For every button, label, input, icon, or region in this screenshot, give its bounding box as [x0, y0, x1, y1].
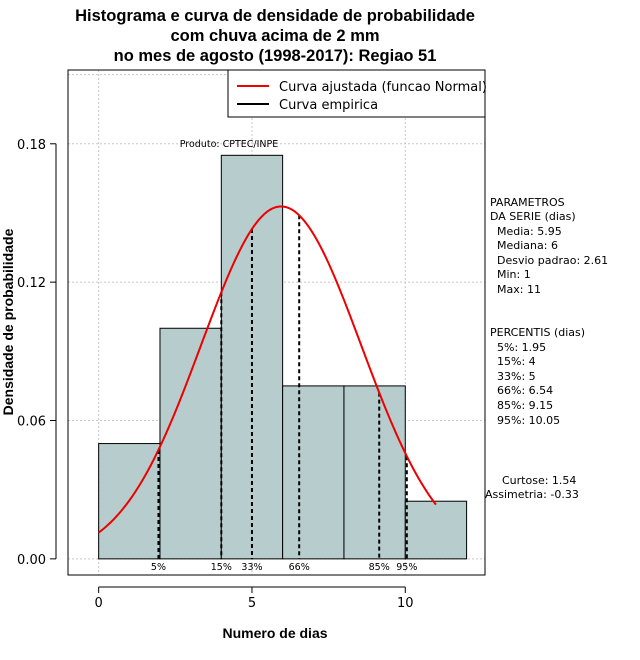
- percentile-label-3: 66%: [289, 562, 310, 573]
- side-panel: PARAMETROS DA SERIE (dias) Media: 5.95 M…: [485, 196, 608, 501]
- y-tick-label-3: 0.18: [17, 138, 46, 153]
- param-desvio: Desvio padrao: 2.61: [497, 254, 608, 267]
- x-axis-label: Numero de dias: [222, 625, 327, 641]
- histogram-bar-5: [404, 500, 468, 560]
- percentil-33: 33%: 5: [497, 370, 536, 383]
- percentile-label-0: 5%: [151, 562, 166, 573]
- histogram-bars: [98, 154, 468, 560]
- percentil-5: 5%: 1.95: [497, 341, 546, 354]
- y-axis: 0.00 0.06 0.12 0.18: [17, 138, 57, 568]
- credit-text: Produto: CPTEC/INPE: [180, 139, 279, 150]
- param-max: Max: 11: [497, 283, 541, 296]
- percentil-66: 66%: 6.54: [497, 384, 553, 397]
- legend-label-empirical: Curva empirica: [279, 98, 378, 113]
- histogram-bar-3: [282, 385, 345, 560]
- normal-curve: [98, 205, 437, 534]
- curtose: Curtose: 1.54: [502, 474, 576, 487]
- chart-title-line-3: no mes de agosto (1998-2017): Regiao 51: [114, 47, 437, 65]
- percentile-labels: 5% 15% 33% 66% 85% 95%: [151, 562, 417, 573]
- parametros-title-2: DA SERIE (dias): [490, 210, 576, 223]
- x-tick-label-0: 0: [95, 596, 103, 611]
- parametros-title-1: PARAMETROS: [490, 196, 565, 209]
- assimetria: Assimetria: -0.33: [485, 488, 579, 501]
- legend-box: [227, 69, 486, 118]
- percentile-label-1: 15%: [211, 562, 232, 573]
- percentile-label-4: 85%: [369, 562, 390, 573]
- x-tick-label-2: 10: [397, 596, 414, 611]
- legend: Curva ajustada (funcao Normal) Curva emp…: [227, 69, 487, 118]
- chart-title-line-2: com chuva acima de 2 mm: [170, 27, 379, 45]
- percentil-85: 85%: 9.15: [497, 399, 553, 412]
- histogram-bar-1: [159, 327, 222, 560]
- percentile-label-5: 95%: [396, 562, 417, 573]
- chart-title-line-1: Histograma e curva de densidade de proba…: [75, 7, 475, 25]
- percentil-95: 95%: 10.05: [497, 414, 560, 427]
- y-tick-label-0: 0.00: [17, 553, 46, 568]
- param-mediana: Mediana: 6: [497, 239, 558, 252]
- histogram-bar-4: [343, 385, 406, 560]
- y-tick-label-1: 0.06: [17, 415, 46, 430]
- param-min: Min: 1: [497, 268, 531, 281]
- y-axis-label: Densidade de probabilidade: [0, 228, 16, 415]
- x-axis: 0 5 10: [95, 586, 414, 611]
- percentile-lines: [157, 215, 408, 559]
- percentis-title: PERCENTIS (dias): [490, 326, 585, 339]
- param-media: Media: 5.95: [497, 225, 562, 238]
- y-tick-label-2: 0.12: [17, 276, 46, 291]
- x-tick-label-1: 5: [248, 596, 256, 611]
- percentil-15: 15%: 4: [497, 355, 536, 368]
- legend-label-normal: Curva ajustada (funcao Normal): [279, 80, 487, 95]
- percentile-label-2: 33%: [241, 562, 262, 573]
